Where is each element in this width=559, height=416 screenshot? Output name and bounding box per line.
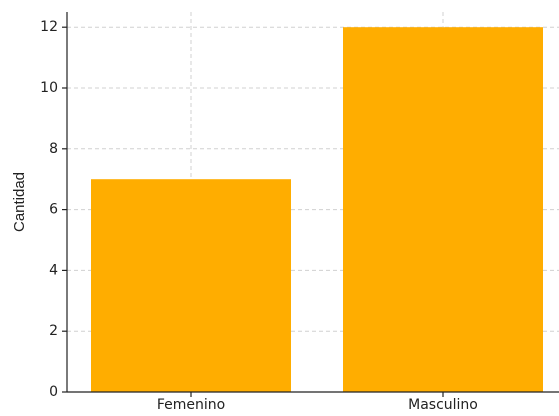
x-tick-label: Femenino	[157, 397, 225, 413]
y-tick-label: 0	[49, 384, 58, 400]
y-tick-label: 4	[49, 262, 58, 278]
y-tick-label: 2	[49, 323, 58, 339]
y-tick-label: 10	[40, 80, 58, 96]
x-tick-label: Masculino	[408, 397, 478, 413]
y-axis-label: Cantidad	[11, 172, 28, 232]
bar	[91, 179, 291, 392]
bar	[343, 27, 543, 392]
y-tick-label: 6	[49, 202, 58, 218]
y-tick-label: 12	[40, 19, 58, 35]
y-tick-label: 8	[49, 141, 58, 157]
